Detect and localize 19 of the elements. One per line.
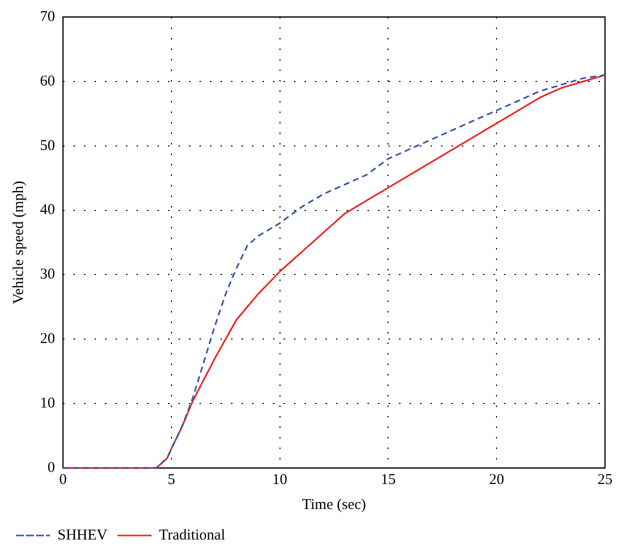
y-tick-label: 20: [40, 331, 55, 348]
line-series: [62, 74, 606, 469]
x-tick-label: 20: [489, 472, 504, 488]
x-tick-label: 0: [59, 472, 67, 488]
x-tick-label: 5: [168, 472, 176, 488]
y-tick-label: 40: [40, 202, 55, 218]
x-tick-label: 10: [272, 472, 288, 488]
y-tick-label: 50: [40, 138, 55, 154]
y-tick-label: 10: [40, 396, 55, 412]
legend-label: SHHEV: [58, 527, 108, 544]
legend-label: Traditional: [159, 527, 226, 544]
x-tick-label: 15: [380, 472, 396, 488]
x-tick-label: 25: [598, 472, 612, 488]
y-tick-label: 0: [48, 460, 55, 476]
y-axis-title: Vehicle speed (mph): [10, 180, 27, 304]
y-tick-label: 70: [40, 8, 55, 25]
x-axis-title: Time (sec): [302, 496, 366, 513]
y-tick-label: 30: [40, 266, 55, 283]
y-tick-label: 60: [40, 73, 55, 90]
